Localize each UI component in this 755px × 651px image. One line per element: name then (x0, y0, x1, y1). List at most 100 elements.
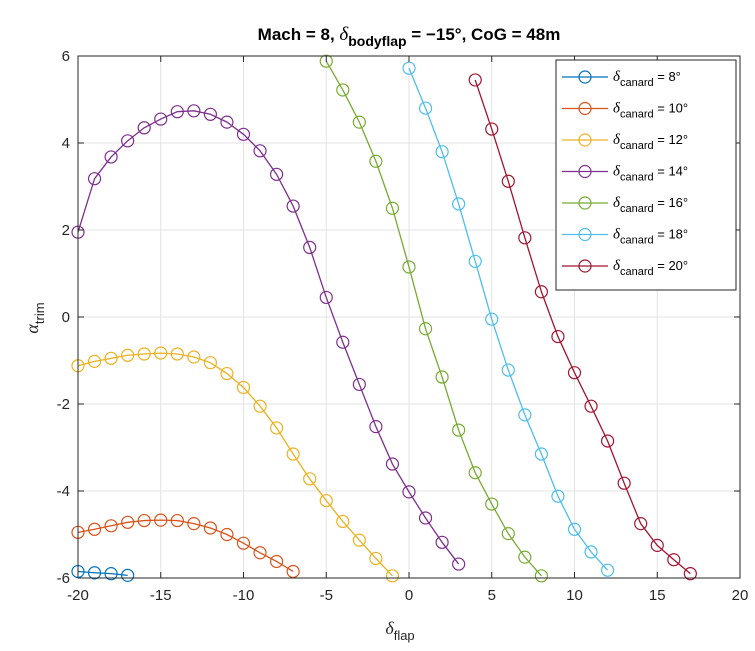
legend-label-symbol: δ (613, 258, 621, 274)
data-point (319, 493, 333, 508)
x-tick-label: -20 (67, 587, 89, 604)
series (71, 346, 400, 583)
legend-label: δcanard = 14° (613, 164, 688, 184)
data-point (121, 348, 135, 362)
data-point (369, 420, 383, 434)
data-point (402, 260, 416, 274)
legend-label-symbol: δ (613, 195, 621, 211)
legend-label-suffix: = 16° (654, 195, 688, 210)
legend-item: δcanard = 18° (562, 227, 688, 247)
legend-item: δcanard = 12° (562, 132, 688, 152)
data-point (220, 115, 234, 129)
series-line (474, 79, 691, 575)
legend-item: δcanard = 10° (562, 101, 688, 121)
legend-swatch-marker (578, 133, 592, 147)
data-point (501, 527, 515, 541)
x-tick-label: -5 (320, 587, 333, 604)
data-point (203, 356, 217, 370)
series-line (77, 110, 460, 565)
data-point (551, 489, 565, 503)
data-point (121, 515, 135, 529)
data-point (435, 535, 449, 549)
data-point (369, 154, 383, 168)
data-point (385, 201, 400, 215)
chart-title-subscript: bodyflap (348, 33, 406, 49)
data-point (336, 83, 350, 97)
data-point (485, 122, 499, 136)
data-point (137, 347, 151, 361)
legend-swatch-marker (578, 70, 592, 84)
legend-label-subscript: canard (620, 203, 654, 215)
legend-label-symbol: δ (613, 101, 621, 117)
legend-swatch-marker (578, 259, 592, 273)
legend-label-suffix: = 10° (654, 101, 688, 116)
data-point (87, 354, 102, 368)
data-point (435, 145, 449, 159)
series-line (408, 67, 609, 571)
chart-title-suffix: = −15°, CoG = 48m (407, 25, 561, 44)
data-point (385, 457, 400, 471)
series (468, 73, 697, 581)
x-axis-label: δflap (385, 618, 414, 643)
legend-label-suffix: = 8° (654, 69, 681, 84)
data-point (667, 553, 681, 567)
y-tick-label: -2 (57, 396, 70, 413)
x-tick-label: 0 (405, 587, 413, 604)
data-point (402, 61, 416, 75)
data-point (485, 312, 499, 326)
legend-label-subscript: canard (620, 172, 654, 184)
series-line (77, 352, 393, 577)
data-point (352, 377, 366, 392)
legend-label: δcanard = 12° (613, 132, 688, 152)
data-point (187, 517, 201, 531)
data-point (187, 350, 201, 364)
legend: δcanard = 8°δcanard = 10°δcanard = 12°δc… (555, 59, 737, 291)
data-point (303, 240, 317, 254)
data-point (452, 557, 466, 571)
legend-label-subscript: canard (620, 77, 654, 89)
data-point (501, 174, 515, 188)
data-point (584, 545, 598, 559)
series-line (77, 519, 294, 573)
data-point (468, 466, 482, 480)
data-point (104, 351, 118, 365)
data-point (600, 563, 615, 577)
legend-label-subscript: canard (620, 140, 654, 152)
legend-swatch-marker (578, 227, 592, 242)
data-point (501, 363, 515, 377)
data-point (551, 329, 565, 344)
legend-item: δcanard = 8° (562, 69, 681, 89)
legend-label-subscript: canard (620, 109, 654, 121)
data-point (518, 231, 532, 245)
legend-label-suffix: = 12° (654, 132, 688, 147)
x-tick-label: 15 (649, 587, 666, 604)
data-point (121, 568, 135, 582)
data-point (286, 447, 300, 461)
data-point (418, 322, 433, 336)
data-point (236, 536, 251, 550)
data-point (319, 290, 333, 305)
data-point (352, 533, 366, 547)
data-point (402, 485, 416, 499)
data-point (634, 517, 648, 531)
legend-label-suffix: = 14° (654, 164, 688, 179)
legend-label-symbol: δ (613, 227, 621, 243)
data-point (137, 121, 151, 135)
legend-item: δcanard = 20° (562, 258, 688, 278)
legend-label: δcanard = 18° (613, 227, 688, 247)
data-point (600, 434, 615, 448)
data-point (385, 569, 400, 583)
y-tick-label: -4 (57, 483, 70, 500)
data-point (253, 546, 267, 560)
data-point (534, 447, 549, 461)
data-point (170, 513, 184, 528)
legend-label-suffix: = 20° (654, 258, 688, 273)
data-point (303, 472, 317, 486)
x-tick-label: -10 (233, 587, 255, 604)
series (319, 54, 549, 583)
data-point (435, 370, 449, 384)
data-point (617, 476, 631, 490)
data-point (286, 199, 300, 213)
legend-item: δcanard = 16° (562, 195, 688, 215)
